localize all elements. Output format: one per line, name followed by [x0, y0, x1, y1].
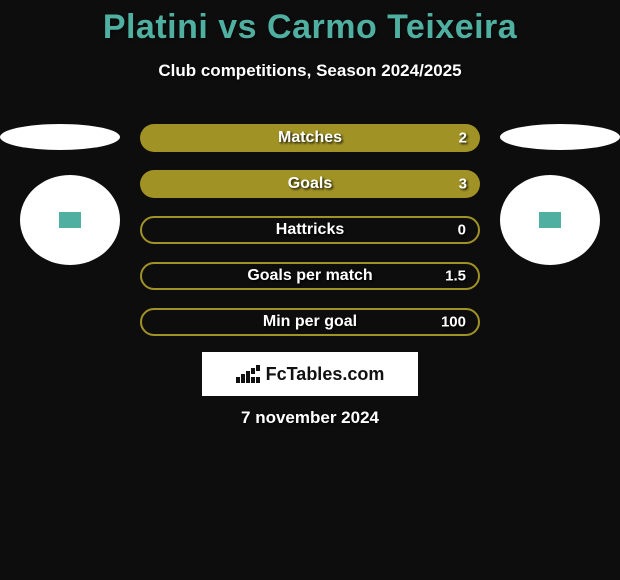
stat-value: 1.5 — [445, 268, 466, 285]
stat-label: Matches — [278, 129, 342, 147]
subtitle: Club competitions, Season 2024/2025 — [0, 61, 620, 81]
player-avatar-right — [500, 175, 600, 265]
page-title: Platini vs Carmo Teixeira — [0, 0, 620, 47]
placeholder-flag-icon — [59, 212, 81, 228]
stat-label: Min per goal — [263, 313, 357, 331]
stat-bar-goals-per-match: Goals per match 1.5 — [140, 262, 480, 290]
comparison-infographic: Platini vs Carmo Teixeira Club competiti… — [0, 0, 620, 580]
stat-value: 3 — [459, 176, 467, 193]
stat-value: 100 — [441, 314, 466, 331]
brand-label: FcTables.com — [266, 364, 385, 385]
decorative-ellipse-left — [0, 124, 120, 150]
stat-bar-hattricks: Hattricks 0 — [140, 216, 480, 244]
player-avatar-left — [20, 175, 120, 265]
decorative-ellipse-right — [500, 124, 620, 150]
stat-bar-goals: Goals 3 — [140, 170, 480, 198]
stats-bars: Matches 2 Goals 3 Hattricks 0 Goals per … — [140, 124, 480, 354]
brand-badge: FcTables.com — [202, 352, 418, 396]
stat-label: Hattricks — [276, 221, 344, 239]
placeholder-flag-icon — [539, 212, 561, 228]
stat-bar-min-per-goal: Min per goal 100 — [140, 308, 480, 336]
brand-text: FcTables.com — [236, 364, 385, 385]
stat-label: Goals — [288, 175, 332, 193]
bars-logo-icon — [236, 365, 262, 383]
stat-label: Goals per match — [247, 267, 372, 285]
date-label: 7 november 2024 — [241, 408, 379, 428]
stat-value: 0 — [458, 222, 466, 239]
stat-value: 2 — [459, 130, 467, 147]
stat-bar-matches: Matches 2 — [140, 124, 480, 152]
